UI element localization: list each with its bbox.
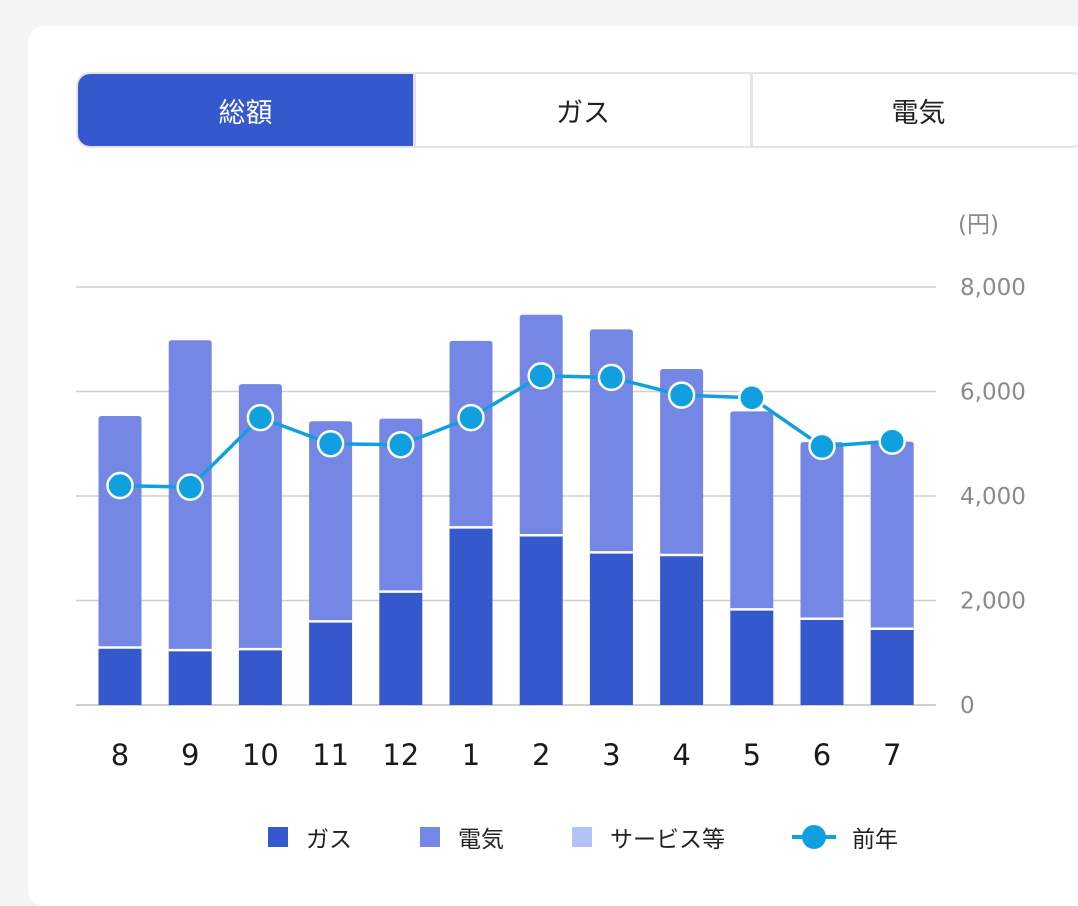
bar-gas [168, 650, 212, 705]
y-tick-label: 0 [960, 693, 975, 719]
legend-swatch-electric [420, 827, 440, 847]
previous-year-point [597, 363, 626, 392]
bar-electric [449, 340, 493, 528]
bar-electric [800, 442, 844, 619]
x-tick-label: 3 [602, 738, 620, 772]
bar-electric [870, 441, 914, 629]
legend-item-gas: ガス [268, 812, 352, 862]
x-tick-label: 6 [813, 738, 831, 772]
previous-year-point [878, 427, 906, 455]
x-tick-label: 4 [672, 738, 690, 772]
previous-year-point [808, 432, 836, 461]
bar-gas [98, 647, 142, 705]
legend-swatch-previous-year [792, 824, 836, 850]
bar-gas [519, 535, 563, 705]
bar-gas [800, 618, 844, 705]
y-axis-unit-label: (円) [958, 212, 999, 238]
legend-item-previous-year: 前年 [792, 812, 898, 862]
bar-electric [98, 416, 142, 648]
legend-label-previous-year: 前年 [852, 827, 898, 853]
bar-electric [589, 329, 633, 553]
previous-year-point [738, 384, 766, 412]
legend-label-electric: 電気 [458, 827, 504, 853]
legend-label-gas: ガス [306, 827, 352, 853]
bar-gas [379, 591, 423, 705]
previous-year-point [176, 473, 204, 501]
x-tick-label: 8 [111, 738, 129, 772]
previous-year-point [457, 403, 485, 432]
bar-electric [730, 411, 774, 610]
previous-year-line [119, 374, 893, 489]
tab-total[interactable]: 総額 [78, 74, 413, 146]
x-tick-label: 2 [532, 738, 550, 772]
previous-year-point [527, 362, 555, 390]
legend-item-electric: 電気 [420, 812, 504, 862]
x-tick-label: 7 [883, 738, 901, 772]
legend-swatch-gas [268, 827, 288, 847]
chart-legend: ガス 電気 サービス等 前年 [0, 812, 1078, 862]
bar-gas [660, 555, 704, 705]
bar-electric [309, 421, 353, 622]
y-tick-label: 8,000 [960, 275, 1026, 301]
previous-year-point [316, 430, 345, 458]
previous-year-point [246, 403, 275, 432]
bar-gas [589, 552, 633, 705]
bar-gas [870, 628, 914, 705]
legend-swatch-service [572, 827, 592, 847]
y-tick-label: 6,000 [960, 380, 1026, 406]
previous-year-point [387, 431, 415, 459]
tab-electric[interactable]: 電気 [750, 74, 1078, 146]
legend-item-service: サービス等 [572, 812, 725, 862]
bar-gas [309, 621, 353, 705]
tab-gas[interactable]: ガス [413, 74, 750, 146]
bar-electric [660, 369, 704, 556]
x-tick-label: 9 [181, 738, 199, 772]
x-tick-label: 11 [312, 738, 349, 772]
bar-gas [238, 649, 282, 705]
y-tick-label: 4,000 [960, 484, 1026, 510]
x-tick-label: 5 [743, 738, 761, 772]
x-tick-label: 12 [382, 738, 419, 772]
bar-gas [449, 527, 493, 705]
bar-electric [238, 384, 282, 650]
category-tabs: 総額 ガス 電気 [76, 72, 1078, 148]
bar-electric [519, 314, 563, 536]
legend-label-service: サービス等 [610, 827, 725, 853]
previous-year-point [667, 381, 696, 409]
x-tick-label: 10 [242, 738, 279, 772]
bar-gas [730, 609, 774, 705]
x-tick-label: 1 [462, 738, 480, 772]
bar-electric [379, 418, 423, 592]
y-tick-label: 2,000 [960, 589, 1026, 615]
previous-year-point [106, 471, 134, 500]
